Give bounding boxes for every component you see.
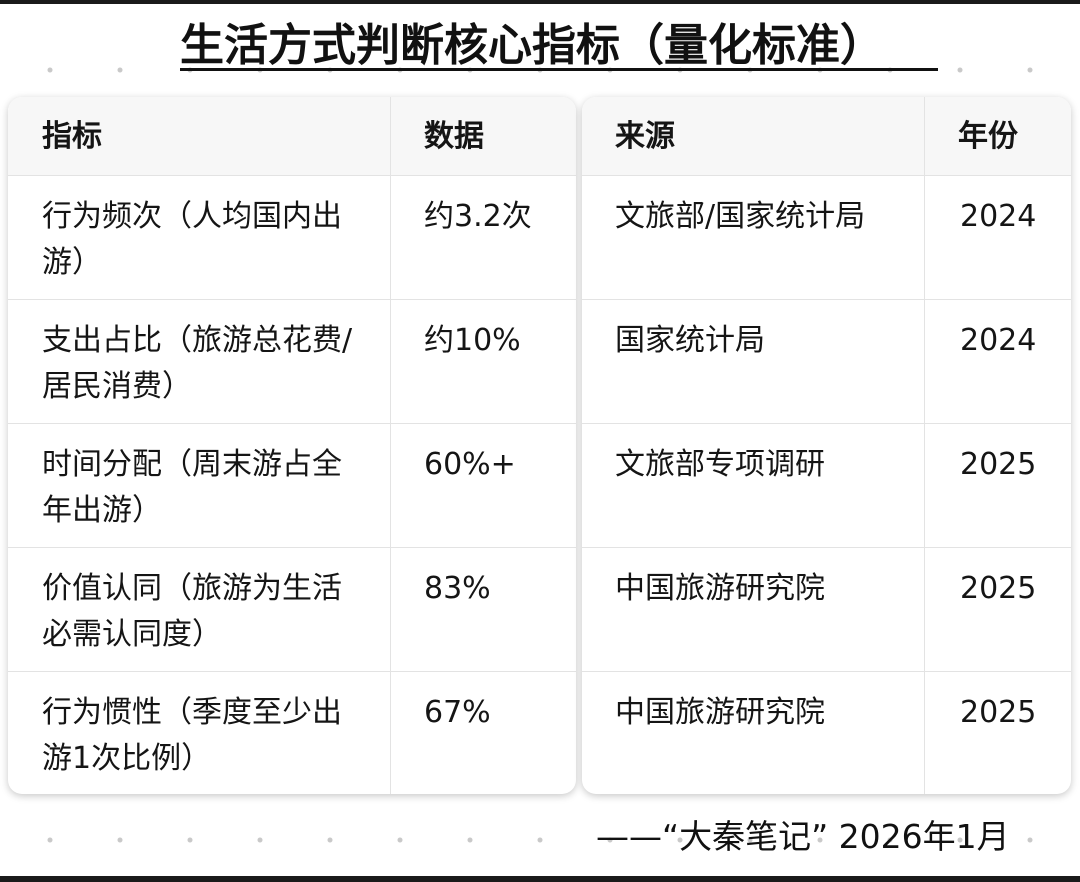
- row-divider: [582, 175, 1071, 176]
- year-cell: 2025: [960, 447, 1037, 482]
- source-cell: 中国旅游研究院: [615, 571, 825, 606]
- row-divider: [8, 299, 576, 300]
- title-underline: [180, 68, 938, 71]
- indicator-cell: 时间分配（周末游占全年出游）: [42, 447, 342, 528]
- bottom-border: [0, 876, 1080, 882]
- source-cell: 文旅部/国家统计局: [615, 199, 866, 234]
- header-year: 年份: [958, 119, 1018, 154]
- column-divider: [924, 97, 925, 794]
- row-divider: [582, 423, 1071, 424]
- data-cell: 83%: [424, 571, 491, 606]
- row-divider: [8, 423, 576, 424]
- source-cell: 文旅部专项调研: [615, 447, 825, 482]
- row-divider: [8, 671, 576, 672]
- row-divider: [8, 547, 576, 548]
- table-header-row: [582, 97, 1071, 175]
- data-cell: 67%: [424, 695, 491, 730]
- source-table: 来源 年份 文旅部/国家统计局 2024 国家统计局 2024 文旅部专项调研 …: [582, 97, 1071, 794]
- data-cell: 60%+: [424, 447, 516, 482]
- row-divider: [582, 299, 1071, 300]
- header-source: 来源: [615, 119, 675, 154]
- indicator-cell: 行为频次（人均国内出游）: [42, 199, 342, 280]
- header-data: 数据: [424, 119, 484, 154]
- row-divider: [582, 671, 1071, 672]
- indicator-cell: 支出占比（旅游总花费/居民消费）: [42, 323, 353, 404]
- row-divider: [8, 175, 576, 176]
- year-cell: 2025: [960, 695, 1037, 730]
- indicator-table: 指标 数据 行为频次（人均国内出游） 约3.2次 支出占比（旅游总花费/居民消费…: [8, 97, 576, 794]
- indicator-cell: 行为惯性（季度至少出游1次比例）: [42, 695, 342, 776]
- data-cell: 约10%: [424, 323, 521, 358]
- source-cell: 中国旅游研究院: [615, 695, 825, 730]
- year-cell: 2024: [960, 323, 1037, 358]
- year-cell: 2025: [960, 571, 1037, 606]
- attribution: ——“大秦笔记” 2026年1月: [596, 817, 1010, 856]
- column-divider: [390, 97, 391, 794]
- page-title: 生活方式判断核心指标（量化标准）: [180, 20, 884, 71]
- source-cell: 国家统计局: [615, 323, 765, 358]
- data-cell: 约3.2次: [424, 199, 532, 234]
- table-header-row: [8, 97, 576, 175]
- row-divider: [582, 547, 1071, 548]
- top-border: [0, 0, 1080, 4]
- header-indicator: 指标: [42, 119, 102, 154]
- indicator-cell: 价值认同（旅游为生活必需认同度）: [42, 571, 342, 652]
- year-cell: 2024: [960, 199, 1037, 234]
